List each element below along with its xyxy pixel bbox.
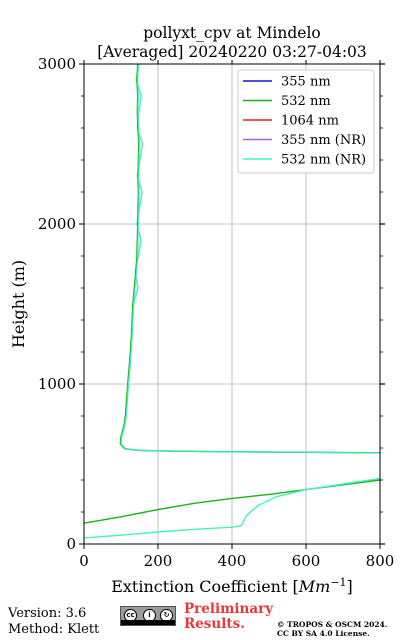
legend-box [237,69,375,174]
x-tick-label: 800 [366,552,395,570]
y-tick-label: 3000 [38,55,76,73]
method-label: Method: Klett [8,622,100,637]
badge-strip [121,620,175,625]
x-tick-label: 0 [79,552,89,570]
chart-title-line1: pollyxt_cpv at Mindelo [143,24,321,42]
x-tick-label: 400 [218,552,247,570]
x-tick-label: 200 [144,552,173,570]
credit-note: © TROPOS & OSCM 2024. CC BY SA 4.0 Licen… [277,620,387,638]
credit-line2: CC BY SA 4.0 License. [277,629,370,638]
cc-license-badge: cc i ↻ [120,606,176,626]
version-label: Version: 3.6 [8,606,87,621]
legend-label: 532 nm (NR) [281,153,366,168]
preliminary-line2: Results. [184,616,245,632]
legend-label: 355 nm [281,75,331,90]
preliminary-line1: Preliminary [184,601,274,617]
preliminary-note: Preliminary Results. [184,602,273,632]
profile-curves [83,63,381,539]
extinction-chart: pollyxt_cpv at Mindelo [Averaged] 202402… [9,24,395,596]
legend: 355 nm 532 nm 1064 nm 355 nm (NR) 532 nm (NR… [237,69,375,174]
x-axis-label: Extinction Coefficient [Mm−1] [111,576,353,596]
y-tick-label: 1000 [38,375,76,393]
series-line-4 [83,477,381,539]
legend-label: 532 nm [281,94,331,109]
x-tick-label: 600 [292,552,321,570]
legend-label: 1064 nm [281,114,339,129]
credit-line1: © TROPOS & OSCM 2024. [277,620,388,629]
y-tick-label: 2000 [38,215,76,233]
y-axis-label: Height (m) [9,260,28,348]
axis-ticks: 0 200 400 600 800 0 1000 2000 3000 [38,55,395,570]
series-532nm-nr-overlay-line [120,63,381,454]
chart-title-line2: [Averaged] 20240220 03:27-04:03 [97,43,367,61]
y-tick-label: 0 [66,535,76,553]
cc-icon: cc [124,609,137,622]
legend-label: 355 nm (NR) [281,133,366,148]
